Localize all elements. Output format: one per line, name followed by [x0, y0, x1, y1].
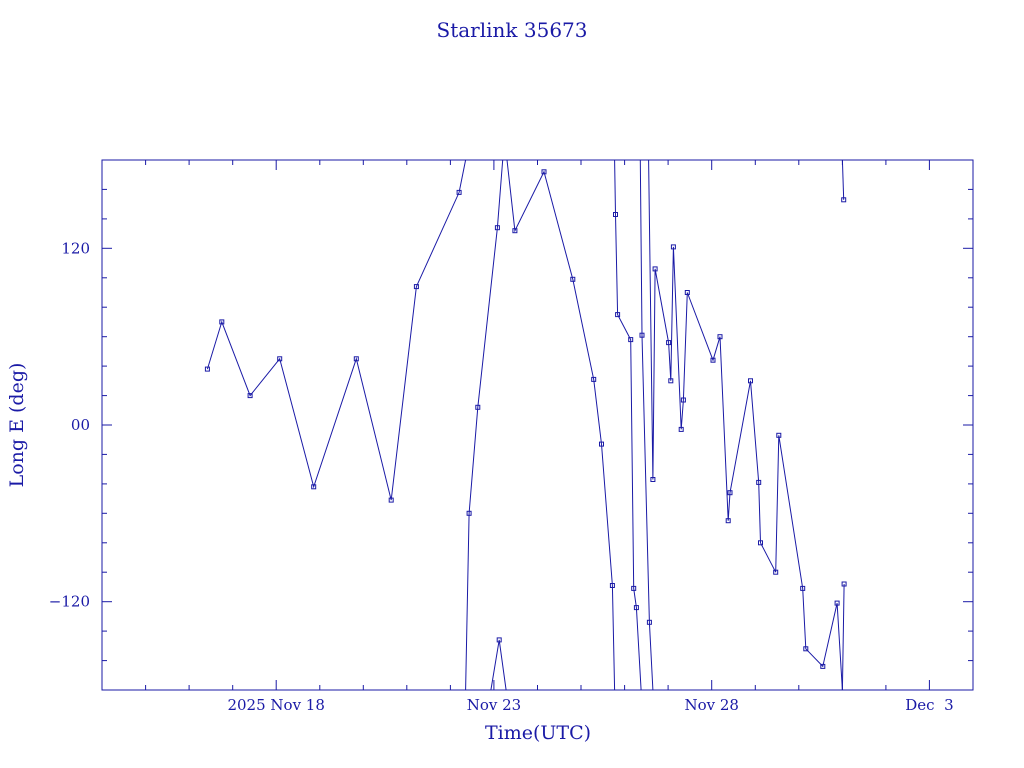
- data-point: [773, 569, 779, 575]
- data-point: [756, 479, 762, 485]
- tick-labels: 2025 Nov 18 Nov 23 Nov 28 Dec 3 120 00 −120: [49, 239, 954, 714]
- data-point: [353, 356, 359, 362]
- data-point: [680, 397, 686, 403]
- data-point: [204, 366, 210, 372]
- series-segment: [841, 159, 845, 200]
- series-segment: [639, 159, 654, 691]
- data-point: [841, 197, 847, 203]
- data-point: [666, 340, 672, 346]
- data-point: [727, 490, 733, 496]
- series-segment: [506, 159, 616, 691]
- series-segment: [648, 159, 843, 691]
- axis-ticks: [101, 160, 974, 690]
- data-point: [628, 337, 634, 343]
- x-tick-label: Nov 28: [684, 696, 739, 714]
- series-segment: [490, 639, 507, 691]
- data-point: [710, 357, 716, 363]
- data-point: [820, 663, 826, 669]
- data-point: [247, 393, 253, 399]
- data-point: [776, 432, 782, 438]
- data-point: [475, 404, 481, 410]
- data-point: [684, 290, 690, 295]
- data-point: [277, 356, 283, 362]
- data-point: [388, 497, 394, 503]
- data-point: [633, 605, 639, 611]
- data-point: [219, 319, 225, 325]
- data-markers: [204, 169, 847, 669]
- series-segment: [465, 159, 504, 691]
- data-point: [652, 266, 658, 272]
- chart-title: Starlink 35673: [437, 18, 588, 42]
- x-tick-label: 2025 Nov 18: [227, 696, 324, 714]
- data-point: [456, 189, 462, 195]
- series-segment: [206, 159, 467, 501]
- series-longitude: [206, 159, 845, 691]
- y-tick-label: 120: [61, 239, 90, 257]
- data-point: [725, 518, 731, 524]
- data-point: [639, 332, 645, 338]
- x-tick-label: Nov 23: [467, 696, 522, 714]
- data-point: [609, 583, 615, 588]
- plot-frame: [101, 159, 974, 691]
- series-segment: [841, 583, 845, 691]
- data-point: [541, 169, 547, 175]
- data-point: [803, 646, 809, 652]
- data-point: [668, 378, 674, 384]
- data-point: [670, 244, 676, 250]
- data-point: [631, 585, 637, 591]
- data-point: [758, 540, 763, 546]
- data-point: [748, 378, 753, 384]
- data-point: [717, 334, 723, 340]
- data-point: [646, 619, 652, 625]
- data-point: [599, 441, 604, 447]
- data-point: [466, 510, 472, 516]
- data-point: [841, 581, 847, 587]
- data-point: [494, 225, 500, 231]
- data-point: [834, 600, 840, 606]
- data-point: [678, 426, 684, 432]
- data-point: [413, 284, 419, 290]
- data-point: [615, 312, 621, 318]
- plot-area: 2025 Nov 18 Nov 23 Nov 28 Dec 3 120 00 −120: [49, 159, 974, 714]
- x-tick-label: Dec 3: [905, 696, 953, 714]
- data-point: [496, 637, 502, 643]
- data-point: [591, 376, 597, 382]
- y-tick-label: −120: [49, 593, 90, 611]
- y-axis-label: Long E (deg): [6, 363, 28, 488]
- data-point: [800, 585, 806, 591]
- series-segment: [614, 159, 642, 691]
- x-axis-label: Time(UTC): [485, 722, 591, 744]
- data-point: [570, 276, 576, 282]
- y-tick-label: 00: [71, 416, 90, 434]
- data-point: [512, 228, 518, 234]
- data-point: [613, 212, 618, 217]
- data-point: [311, 484, 317, 490]
- data-point: [650, 477, 656, 482]
